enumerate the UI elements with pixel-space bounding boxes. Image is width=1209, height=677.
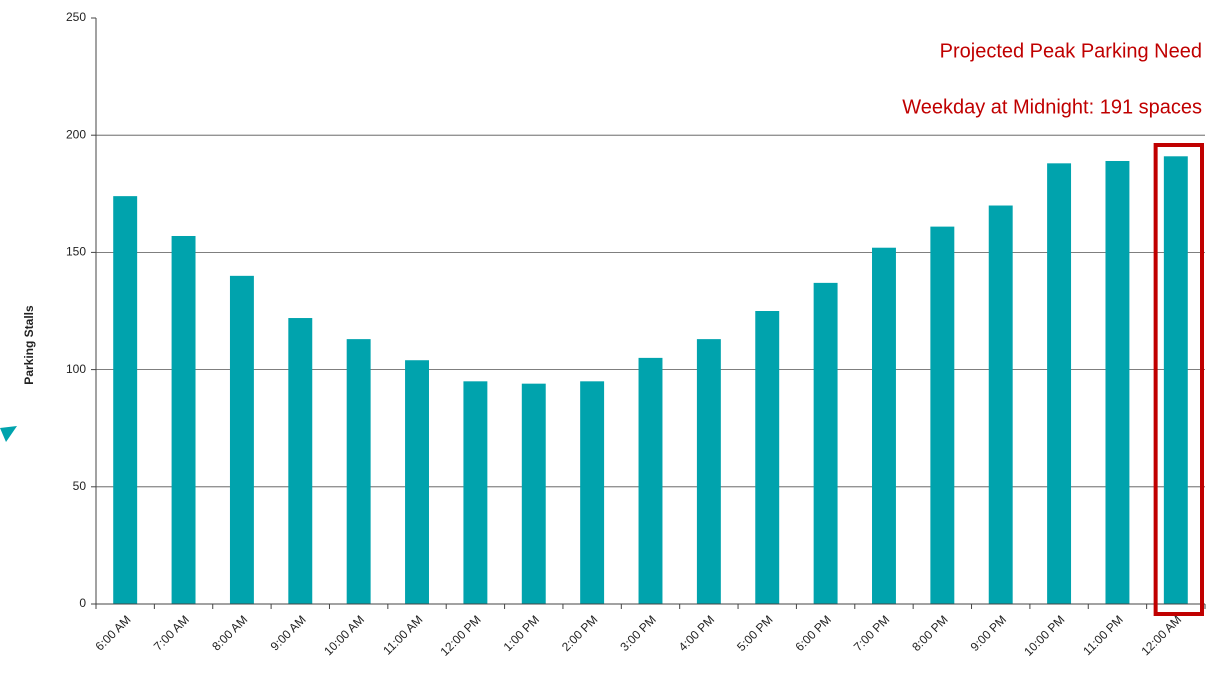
x-tick-label: 1:00 PM [501, 612, 543, 654]
y-tick-label: 50 [73, 479, 87, 493]
x-tick-label: 6:00 AM [93, 612, 134, 653]
x-tick-label: 3:00 PM [617, 612, 659, 654]
x-tick-label: 9:00 PM [968, 612, 1010, 654]
y-tick-label: 0 [79, 596, 86, 610]
x-tick-label: 4:00 PM [676, 612, 718, 654]
annotation: Projected Peak Parking Need [940, 40, 1202, 62]
bar [171, 235, 196, 604]
annotation: Weekday at Midnight: 191 spaces [902, 96, 1202, 118]
bar [988, 205, 1013, 604]
bar [1047, 163, 1072, 604]
x-tick-label: 12:00 PM [438, 612, 484, 658]
bar [288, 318, 313, 604]
y-tick-label: 250 [66, 10, 86, 24]
bar [463, 381, 488, 604]
x-tick-label: 5:00 PM [734, 612, 776, 654]
bar [1105, 160, 1130, 604]
y-axis-label: Parking Stalls [22, 305, 36, 385]
bar [755, 311, 780, 604]
x-tick-label: 11:00 PM [1080, 612, 1126, 658]
x-tick-label: 11:00 AM [380, 612, 425, 657]
bar [580, 381, 605, 604]
x-tick-label: 10:00 PM [1021, 612, 1067, 658]
x-tick-label: 12:00 AM [1138, 612, 1184, 658]
x-tick-label: 8:00 PM [909, 612, 951, 654]
bar [1163, 156, 1188, 604]
x-tick-label: 7:00 PM [851, 612, 893, 654]
bar [813, 282, 838, 604]
y-tick-label: 200 [66, 127, 86, 141]
y-tick-label: 150 [66, 245, 86, 259]
y-tick-label: 100 [66, 362, 86, 376]
x-tick-label: 9:00 AM [268, 612, 309, 653]
bar [696, 339, 721, 604]
bar [521, 383, 546, 604]
bar [229, 275, 254, 604]
bar [872, 247, 896, 604]
x-tick-label: 6:00 PM [792, 612, 834, 654]
bar [930, 226, 955, 604]
bar [113, 196, 138, 605]
bar [638, 357, 663, 604]
x-tick-label: 7:00 AM [151, 612, 192, 653]
highlight-box [1153, 143, 1205, 616]
bar [346, 339, 371, 604]
x-tick-label: 2:00 PM [559, 612, 601, 654]
x-tick-label: 8:00 AM [209, 612, 250, 653]
decoration [0, 426, 17, 442]
bar [405, 360, 429, 604]
x-tick-label: 10:00 AM [321, 612, 367, 658]
